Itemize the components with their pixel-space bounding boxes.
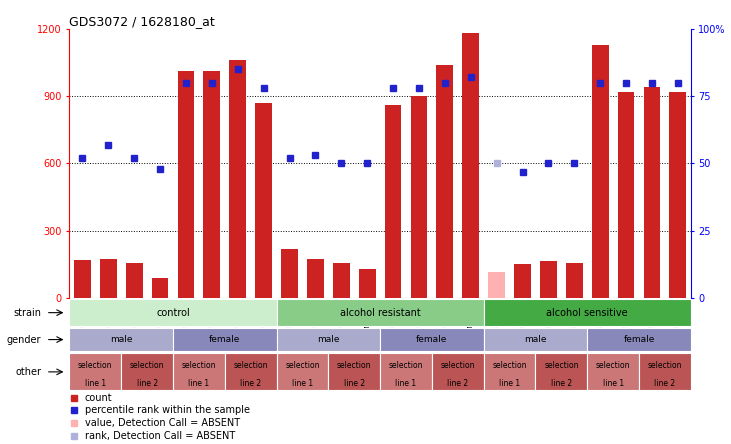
- Bar: [411, 96, 428, 298]
- Bar: [126, 263, 143, 298]
- Bar: [670, 91, 686, 298]
- Bar: [488, 272, 505, 298]
- Text: male: male: [524, 335, 547, 344]
- Text: alcohol sensitive: alcohol sensitive: [547, 308, 628, 317]
- Text: selection: selection: [130, 361, 164, 370]
- Bar: [203, 71, 220, 298]
- Text: selection: selection: [596, 361, 630, 370]
- Bar: [224, 353, 276, 390]
- Text: line 2: line 2: [344, 379, 365, 388]
- Text: other: other: [15, 367, 42, 377]
- Bar: [281, 249, 298, 298]
- Text: control: control: [156, 308, 190, 317]
- Bar: [432, 353, 484, 390]
- Bar: [69, 353, 121, 390]
- Text: selection: selection: [544, 361, 579, 370]
- Bar: [69, 299, 276, 326]
- Bar: [514, 264, 531, 298]
- Text: strain: strain: [13, 308, 42, 317]
- Bar: [592, 44, 609, 298]
- Bar: [380, 328, 484, 351]
- Bar: [385, 105, 401, 298]
- Bar: [462, 33, 479, 298]
- Text: male: male: [317, 335, 340, 344]
- Bar: [328, 353, 380, 390]
- Bar: [587, 328, 691, 351]
- Bar: [618, 91, 635, 298]
- Text: line 2: line 2: [240, 379, 261, 388]
- Text: female: female: [416, 335, 447, 344]
- Bar: [173, 353, 224, 390]
- Text: selection: selection: [233, 361, 268, 370]
- Text: line 1: line 1: [499, 379, 520, 388]
- Bar: [566, 263, 583, 298]
- Bar: [74, 260, 91, 298]
- Text: selection: selection: [492, 361, 527, 370]
- Text: line 2: line 2: [550, 379, 572, 388]
- Text: alcohol resistant: alcohol resistant: [340, 308, 420, 317]
- Text: male: male: [110, 335, 132, 344]
- Text: count: count: [85, 392, 113, 403]
- Text: selection: selection: [441, 361, 475, 370]
- Bar: [436, 65, 453, 298]
- Text: selection: selection: [285, 361, 319, 370]
- Bar: [484, 328, 587, 351]
- Bar: [121, 353, 173, 390]
- Text: GDS3072 / 1628180_at: GDS3072 / 1628180_at: [69, 15, 215, 28]
- Text: line 2: line 2: [447, 379, 469, 388]
- Text: line 2: line 2: [654, 379, 675, 388]
- Bar: [276, 353, 328, 390]
- Bar: [255, 103, 272, 298]
- Bar: [587, 353, 639, 390]
- Text: percentile rank within the sample: percentile rank within the sample: [85, 405, 250, 415]
- Bar: [359, 269, 376, 298]
- Bar: [100, 259, 117, 298]
- Text: line 1: line 1: [189, 379, 210, 388]
- Bar: [540, 261, 557, 298]
- Bar: [484, 353, 535, 390]
- Bar: [276, 299, 484, 326]
- Text: selection: selection: [181, 361, 216, 370]
- Text: line 1: line 1: [395, 379, 417, 388]
- Text: line 2: line 2: [137, 379, 158, 388]
- Bar: [484, 299, 691, 326]
- Bar: [178, 71, 194, 298]
- Text: female: female: [624, 335, 655, 344]
- Bar: [276, 328, 380, 351]
- Bar: [173, 328, 276, 351]
- Text: selection: selection: [337, 361, 371, 370]
- Text: line 1: line 1: [292, 379, 313, 388]
- Text: gender: gender: [7, 335, 42, 345]
- Bar: [307, 259, 324, 298]
- Text: selection: selection: [78, 361, 113, 370]
- Bar: [380, 353, 432, 390]
- Text: rank, Detection Call = ABSENT: rank, Detection Call = ABSENT: [85, 431, 235, 441]
- Bar: [69, 328, 173, 351]
- Text: line 1: line 1: [602, 379, 624, 388]
- Text: selection: selection: [389, 361, 423, 370]
- Bar: [333, 263, 349, 298]
- Text: female: female: [209, 335, 240, 344]
- Bar: [639, 353, 691, 390]
- Bar: [535, 353, 587, 390]
- Bar: [230, 60, 246, 298]
- Bar: [151, 278, 168, 298]
- Bar: [643, 87, 660, 298]
- Text: line 1: line 1: [85, 379, 106, 388]
- Text: value, Detection Call = ABSENT: value, Detection Call = ABSENT: [85, 418, 240, 428]
- Text: selection: selection: [648, 361, 682, 370]
